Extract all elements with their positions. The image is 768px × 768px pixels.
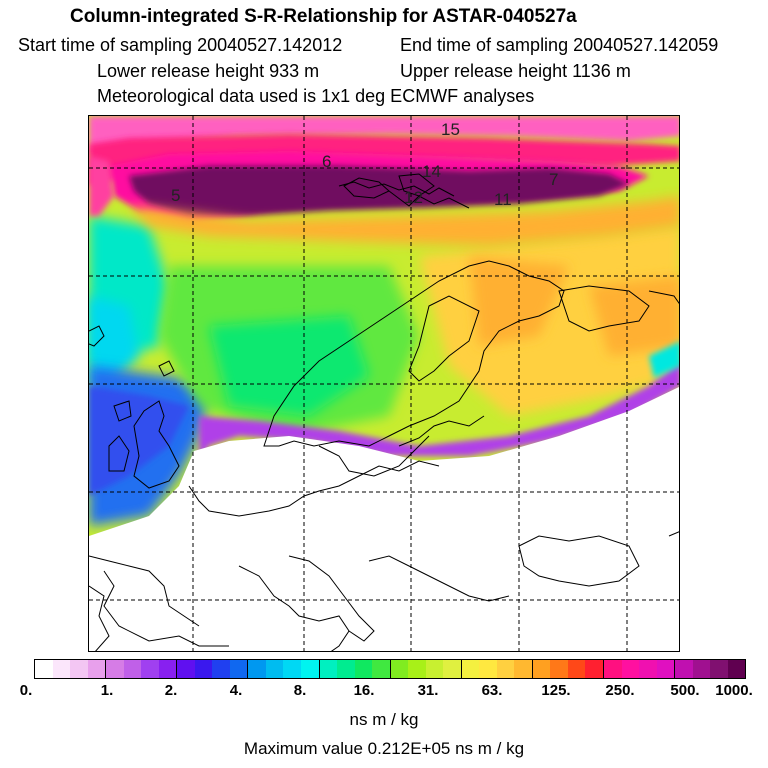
- colorbar-swatch: [372, 660, 391, 678]
- concentration-field: [89, 116, 679, 651]
- colorbar-swatch: [675, 660, 693, 678]
- lower-release-height: Lower release height 933 m: [97, 61, 320, 81]
- trajectory-paths: [338, 181, 470, 209]
- tick-label: 250.: [605, 682, 635, 699]
- colorbar-swatch: [604, 660, 622, 678]
- tick-label: 1000.: [715, 682, 753, 699]
- colorbar-swatch: [265, 660, 284, 678]
- colorbar-swatch: [567, 660, 586, 678]
- colorbar-swatch: [106, 660, 124, 678]
- colorbar-swatch: [514, 660, 533, 678]
- map-panel: 15 6 14 5 7 11 12: [88, 115, 680, 652]
- tick-label: 63.: [481, 682, 503, 699]
- colorbar-swatch: [337, 660, 355, 678]
- colorbar-swatch: [158, 660, 178, 678]
- lat-lon-grid: [89, 116, 679, 651]
- colorbar-swatch: [354, 660, 373, 678]
- colorbar-swatch: [52, 660, 71, 678]
- colorbar-swatch: [212, 660, 230, 678]
- colorbar-swatch: [639, 660, 657, 678]
- tick-label: 4.: [229, 682, 243, 699]
- colorbar-swatch: [710, 660, 728, 678]
- trajectory-label-7: 7: [549, 170, 559, 189]
- colorbar-swatch: [229, 660, 249, 678]
- trajectory-label-12: 12: [404, 188, 423, 207]
- trajectory-label-15: 15: [441, 120, 460, 139]
- trajectory-label-11: 11: [494, 190, 512, 209]
- colorbar-swatch: [283, 660, 301, 678]
- colorbar-swatch: [194, 660, 213, 678]
- map-field: [89, 116, 679, 651]
- colorbar-swatch: [248, 660, 266, 678]
- colorbar-swatch: [177, 660, 195, 678]
- colorbar-swatch: [123, 660, 142, 678]
- colorbar-swatch: [408, 660, 426, 678]
- tick-label: 500.: [670, 682, 700, 699]
- colorbar-swatch: [141, 660, 159, 678]
- tick-label: 1.: [100, 682, 114, 699]
- colorbar-swatch: [727, 660, 746, 678]
- colorbar: [34, 659, 746, 679]
- colorbar-swatch: [70, 660, 88, 678]
- colorbar-swatch: [461, 660, 480, 678]
- upper-release-height: Upper release height 1136 m: [400, 61, 631, 81]
- trajectory-label-6: 6: [322, 152, 332, 171]
- end-time: End time of sampling 20040527.142059: [400, 35, 719, 55]
- colorbar-swatch: [550, 660, 568, 678]
- colorbar-swatch: [319, 660, 338, 678]
- tick-label: 0.: [19, 682, 33, 699]
- colorbar-swatch: [656, 660, 676, 678]
- meteorological-data: Meteorological data used is 1x1 deg ECMW…: [97, 86, 535, 106]
- coastlines: [89, 173, 679, 651]
- colorbar-swatch: [443, 660, 462, 678]
- tick-label: 8.: [293, 682, 307, 699]
- tick-label: 31.: [417, 682, 439, 699]
- trajectory-label-5: 5: [171, 186, 181, 205]
- tick-label: 16.: [353, 682, 375, 699]
- trajectory-label-14: 14: [422, 162, 441, 181]
- maximum-value: Maximum value 0.212E+05 ns m / kg: [243, 739, 525, 758]
- colorbar-swatch: [35, 660, 53, 678]
- colorbar-swatch: [390, 660, 409, 678]
- colorbar-swatch: [87, 660, 107, 678]
- colorbar-swatch: [532, 660, 551, 678]
- colorbar-swatch: [621, 660, 640, 678]
- colorbar-swatch: [496, 660, 515, 678]
- colorbar-swatch: [300, 660, 320, 678]
- colorbar-swatch: [479, 660, 497, 678]
- tick-label: 2.: [164, 682, 178, 699]
- colorbar-swatch: [585, 660, 604, 678]
- colorbar-swatch: [425, 660, 444, 678]
- colorbar-units: ns m / kg: [349, 710, 419, 729]
- plot-title: Column-integrated S-R-Relationship for A…: [70, 6, 577, 27]
- start-time: Start time of sampling 20040527.142012: [18, 35, 343, 55]
- tick-label: 125.: [541, 682, 571, 699]
- colorbar-swatch: [692, 660, 711, 678]
